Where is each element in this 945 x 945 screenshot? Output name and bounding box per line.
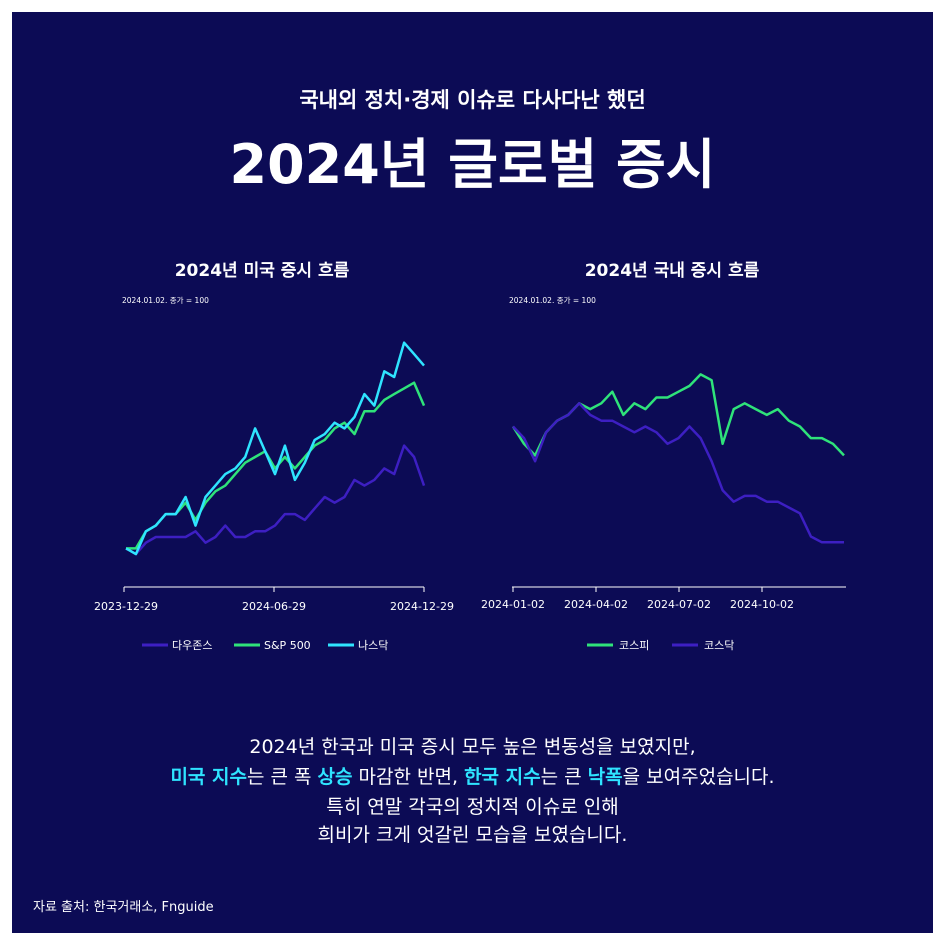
us-series-line-0 — [125, 444, 426, 556]
kr-x-tick-label: 2024-10-02 — [730, 598, 794, 611]
header-subtitle: 국내외 정치·경제 이슈로 다사다난 했던 — [299, 88, 646, 112]
legend-label-kosdaq: 코스닥 — [704, 639, 734, 652]
highlight-fall: 낙폭 — [587, 766, 623, 788]
description-text: 마감한 반면, — [352, 766, 465, 788]
description-text: 는 큰 폭 — [246, 766, 318, 788]
us-x-tick-label: 2024-12-29 — [390, 600, 454, 613]
kr-series-line-0 — [511, 373, 845, 457]
description-line-3: 특히 연말 각국의 정치적 이슈로 인해 — [326, 796, 619, 818]
infographic-frame: 국내외 정치·경제 이슈로 다사다난 했던 2024년 글로벌 증시 2024년… — [12, 12, 933, 933]
description-line-1: 2024년 한국과 미국 증시 모두 높은 변동성을 보였지만, — [249, 736, 696, 758]
kr-chart-title: 2024년 국내 증시 흐름 — [584, 261, 760, 281]
kr-x-tick-label: 2024-01-02 — [481, 598, 545, 611]
us-chart-note: 2024.01.02. 종가 = 100 — [122, 296, 209, 305]
legend-label-dow: 다우존스 — [172, 639, 212, 652]
highlight-us-index: 미국 지수 — [170, 766, 247, 788]
highlight-rise: 상승 — [317, 766, 353, 788]
kr-series-line-1 — [512, 402, 844, 544]
description-text: 는 큰 — [540, 766, 588, 788]
us-series-line-1 — [126, 381, 426, 550]
description-line-4: 희비가 크게 엇갈린 모습을 보였습니다. — [317, 824, 628, 846]
us-x-tick-label: 2023-12-29 — [94, 600, 158, 613]
us-x-tick-label: 2024-06-29 — [242, 600, 306, 613]
kr-x-tick-label: 2024-04-02 — [564, 598, 628, 611]
description-text: 을 보여주었습니다. — [622, 766, 775, 788]
kr-x-tick-label: 2024-07-02 — [647, 598, 711, 611]
us-chart-title: 2024년 미국 증시 흐름 — [174, 261, 350, 281]
legend-label-sp500: S&P 500 — [264, 639, 311, 652]
highlight-kr-index: 한국 지수 — [464, 766, 541, 788]
kr-chart-note: 2024.01.02. 종가 = 100 — [509, 296, 596, 305]
us-chart: 2023-12-29 2024-06-29 2024-12-29 다우존스 S&… — [94, 341, 846, 652]
legend-label-nasdaq: 나스닥 — [358, 639, 388, 652]
legend-label-kospi: 코스피 — [619, 639, 649, 652]
us-series-line-2 — [125, 341, 425, 556]
header-title: 2024년 글로벌 증시 — [229, 133, 716, 196]
source-note: 자료 출처: 한국거래소, Fnguide — [33, 900, 214, 915]
description-line-2: 미국 지수는 큰 폭 상승 마감한 반면, 한국 지수는 큰 낙폭을 보여주었습… — [12, 762, 933, 789]
